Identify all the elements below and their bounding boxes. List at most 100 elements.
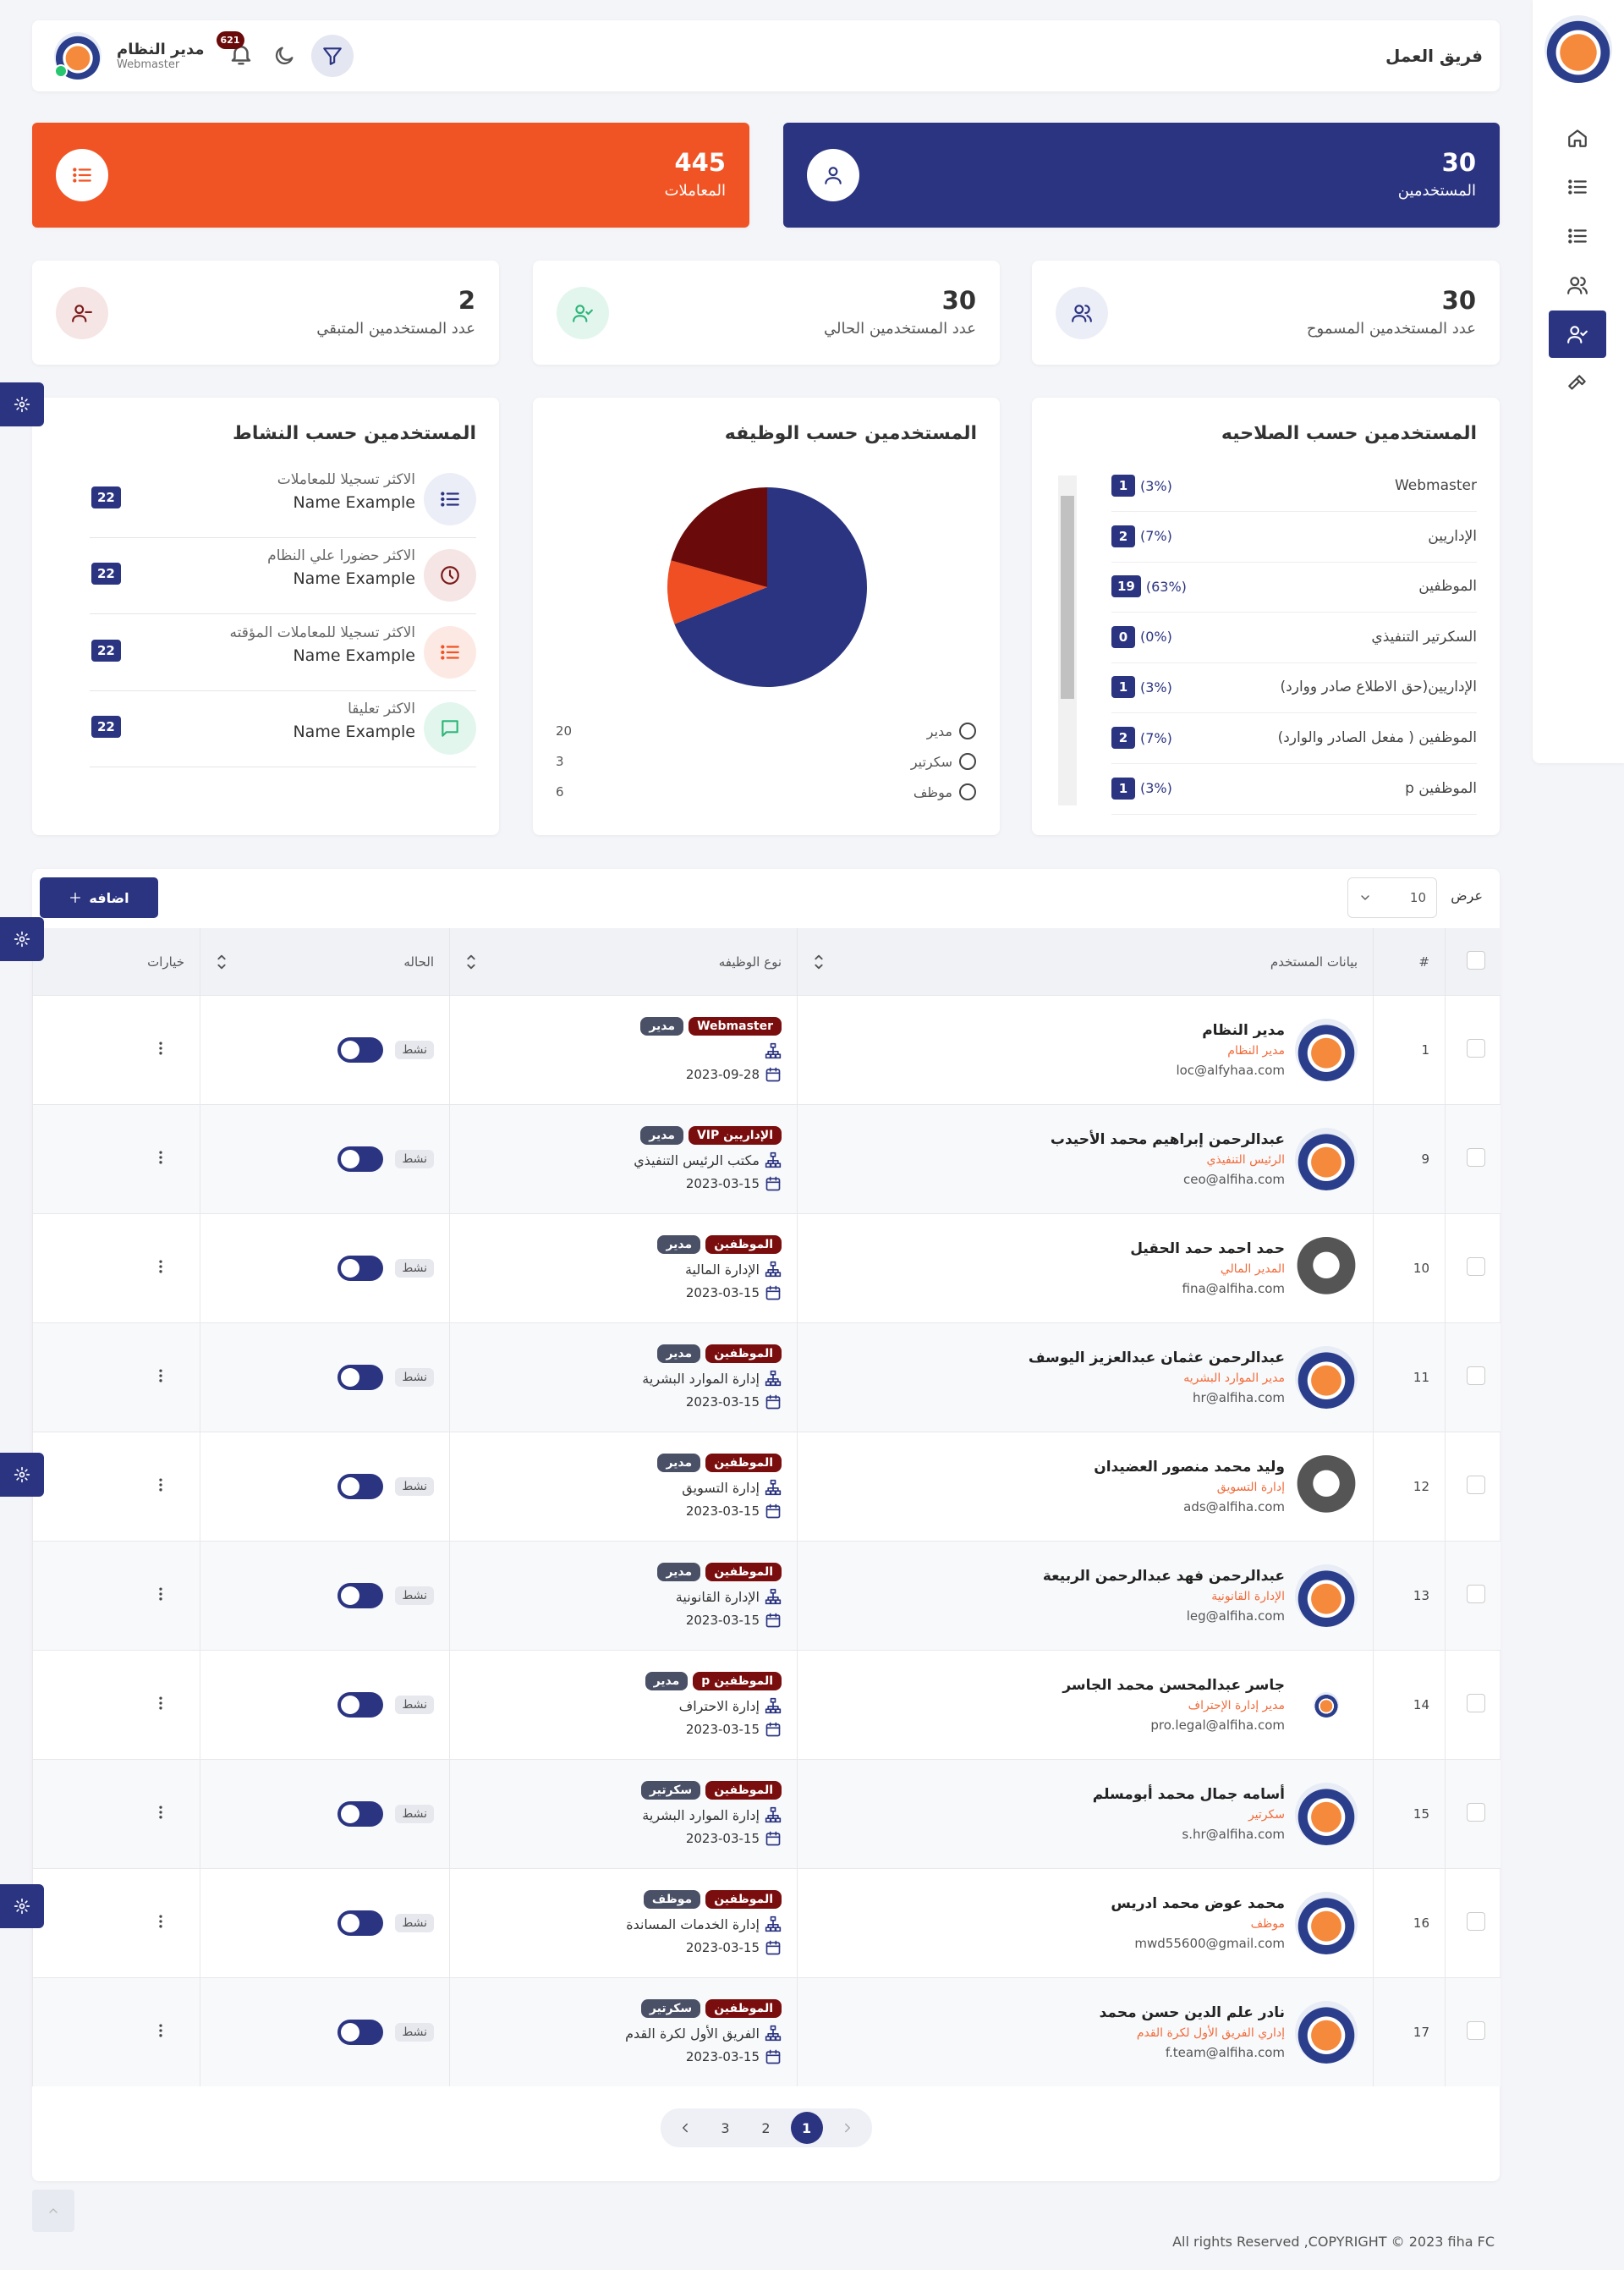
table-row: 16 محمد عوض محمد ادريس موظف mwd55600@gmail.… (32, 1868, 1501, 1978)
page-next[interactable] (831, 2112, 864, 2144)
role-count: 1 (1111, 777, 1135, 800)
user-name: نادر علم الدين حسن محمد (1099, 2004, 1285, 2021)
row-checkbox[interactable] (1466, 1693, 1485, 1712)
page-prev[interactable] (669, 2112, 701, 2144)
user-avatar[interactable] (54, 32, 102, 80)
icon-part (767, 1047, 779, 1055)
nav-list[interactable] (1549, 212, 1606, 260)
nav-tools[interactable] (1549, 360, 1606, 407)
row-checkbox[interactable] (1466, 1911, 1485, 1931)
nav-list[interactable] (1549, 163, 1606, 211)
status-badge: نشط (395, 1041, 434, 1059)
icon-part (682, 2123, 688, 2133)
page-size-select[interactable]: 10 (1347, 877, 1437, 918)
status-toggle[interactable] (337, 1256, 384, 1281)
department: إدارة التسويق (465, 1479, 782, 1496)
icon-part (159, 1160, 162, 1163)
job-badge: موظف (643, 1890, 701, 1909)
created-date: 2023-03-15 (465, 1612, 782, 1629)
icon-part (765, 1940, 781, 1948)
icon-part (767, 1156, 779, 1164)
page-number[interactable]: 1 (790, 2112, 823, 2144)
settings-tab[interactable] (0, 382, 44, 426)
status-toggle[interactable] (337, 1583, 384, 1608)
icon-part (1567, 326, 1588, 344)
table-row: 14 جاسر عبدالمحسن محمد الجاسر مدير إدارة ا… (32, 1650, 1501, 1760)
status: نشط (216, 1037, 434, 1063)
filter-button[interactable] (310, 35, 354, 77)
row-options[interactable] (152, 2022, 169, 2039)
row-options[interactable] (152, 1040, 169, 1057)
icon-part (448, 569, 454, 580)
select-all[interactable] (1466, 950, 1485, 970)
settings-tab[interactable] (0, 1453, 44, 1497)
stat-label: عدد المستخدمين المتبقي (316, 320, 475, 338)
table-row: 15 أسامه جمال محمد أبومسلم سكرتير s.hr@alfi… (32, 1759, 1501, 1869)
cell: نشط (200, 1541, 450, 1651)
scroll-top[interactable] (32, 2190, 74, 2232)
legend-value: 6 (556, 784, 564, 800)
user-text: مدير النظام مدير النظام loc@alfyhaa.com (1176, 1022, 1285, 1078)
page-number[interactable]: 3 (721, 2119, 730, 2136)
sort-icon[interactable] (212, 950, 231, 974)
user-name: عبدالرحمن عثمان عبدالعزيز اليوسف (1028, 1349, 1285, 1366)
row-options[interactable] (152, 1913, 169, 1930)
row-options[interactable] (152, 1149, 169, 1166)
status-toggle[interactable] (337, 1365, 384, 1390)
row-checkbox[interactable] (1466, 1802, 1485, 1822)
nav-home[interactable] (1549, 114, 1606, 162)
row-checkbox[interactable] (1466, 1366, 1485, 1385)
notifications[interactable]: 621 (216, 31, 257, 70)
nav-users[interactable] (1549, 261, 1606, 309)
row-checkbox[interactable] (1466, 1584, 1485, 1603)
status-toggle[interactable] (337, 1910, 384, 1936)
icon-part (765, 1151, 782, 1168)
chart-title: المستخدمين حسب الوظيفه (724, 423, 977, 444)
icon-part (322, 47, 342, 65)
sort-icon[interactable] (462, 950, 480, 974)
icon-part (159, 1915, 162, 1927)
row-checkbox[interactable] (1466, 2020, 1485, 2040)
row-options[interactable] (152, 1258, 169, 1275)
icon-part (765, 1505, 781, 1519)
nav-team-active[interactable] (1549, 311, 1606, 358)
summary-icon (56, 149, 108, 201)
status-toggle[interactable] (337, 2020, 384, 2045)
theme-toggle[interactable] (272, 44, 296, 68)
status-toggle[interactable] (337, 1801, 384, 1827)
status-toggle[interactable] (337, 1692, 384, 1718)
page-number[interactable]: 2 (761, 2119, 771, 2136)
row-checkbox[interactable] (1466, 1147, 1485, 1167)
cell: محمد عوض محمد ادريس موظف mwd55600@gmail.co… (797, 1868, 1374, 1978)
add-button[interactable]: اضافه (40, 877, 158, 918)
department-icon (765, 1261, 782, 1278)
status-toggle[interactable] (337, 1037, 384, 1063)
created-date: 2023-03-15 (465, 1284, 782, 1301)
settings-tab[interactable] (0, 1884, 44, 1928)
row-options[interactable] (152, 1586, 169, 1602)
status: نشط (216, 1910, 434, 1936)
user-email: pro.legal@alfiha.com (1150, 1718, 1285, 1733)
row-checkbox[interactable] (1466, 1475, 1485, 1494)
department-name: مكتب الرئيس التنفيذي (634, 1151, 760, 1168)
icon-part (14, 1466, 30, 1483)
settings-tab[interactable] (0, 917, 44, 961)
row-options[interactable] (152, 1804, 169, 1821)
icon-part (275, 47, 294, 65)
user-name: حمد احمد حمد الحقيل (1130, 1240, 1285, 1257)
table-row: 17 نادر علم الدين حسن محمد إداري الفريق ال… (32, 1977, 1501, 2086)
scrollbar[interactable] (1058, 475, 1077, 805)
row-options[interactable] (152, 1476, 169, 1493)
icon-part (74, 305, 85, 315)
icon-part (159, 1806, 162, 1818)
sort-icon[interactable] (809, 950, 828, 974)
status-toggle[interactable] (337, 1146, 384, 1172)
status: نشط (216, 1146, 434, 1172)
cell: نشط (200, 1650, 450, 1760)
row-options[interactable] (152, 1695, 169, 1712)
status-toggle[interactable] (337, 1474, 384, 1499)
row-checkbox[interactable] (1466, 1256, 1485, 1276)
row-options[interactable] (152, 1367, 169, 1384)
row-checkbox[interactable] (1466, 1038, 1485, 1058)
stat-label: عدد المستخدمين الحالي (824, 320, 976, 338)
